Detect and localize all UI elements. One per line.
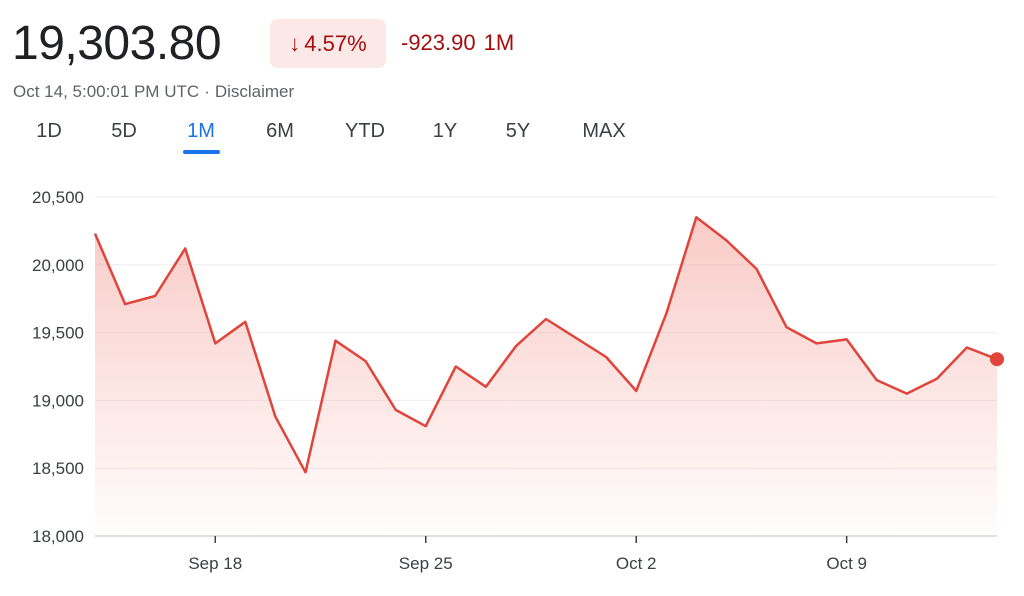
timestamp: Oct 14, 5:00:01 PM UTC [13, 82, 200, 101]
price-value: 19,303.80 [12, 17, 222, 70]
x-tick-label: Oct 9 [826, 554, 867, 573]
last-price-point[interactable] [990, 352, 1004, 367]
change-absolute: -923.90 [401, 30, 476, 55]
tab-ytd[interactable]: YTD [345, 120, 385, 142]
change-percent: 4.57% [304, 30, 367, 56]
tab-1y[interactable]: 1Y [432, 120, 458, 142]
disclaimer-link[interactable]: Disclaimer [214, 82, 295, 101]
tab-max[interactable]: MAX [582, 120, 626, 142]
price-line [93, 216, 998, 474]
active-tab-indicator [183, 150, 220, 154]
x-tick-label: Sep 25 [399, 554, 453, 573]
y-tick-label: 19,500 [32, 324, 84, 343]
y-tick-label: 20,500 [32, 188, 84, 207]
tab-1d[interactable]: 1D [36, 120, 62, 142]
price-chart[interactable]: 18,000 18,500 19,000 19,500 20,000 20,500 Sep… [0, 170, 1024, 590]
x-axis: Sep 18 Sep 25 Oct 2 Oct 9 [188, 536, 867, 573]
change-percent-badge: ↓ 4.57% [270, 19, 386, 68]
y-tick-label: 19,000 [32, 391, 84, 410]
tab-6m[interactable]: 6M [266, 120, 294, 142]
tab-1m[interactable]: 1M [187, 120, 215, 142]
arrow-down-icon: ↓ [289, 30, 301, 56]
y-tick-label: 20,000 [32, 256, 84, 275]
x-tick-label: Sep 18 [188, 554, 242, 573]
area-fill [95, 217, 997, 537]
tab-5d[interactable]: 5D [111, 120, 137, 142]
y-axis: 18,000 18,500 19,000 19,500 20,000 20,500 [32, 188, 84, 546]
tab-5y[interactable]: 5Y [505, 120, 531, 142]
x-tick-label: Oct 2 [616, 554, 657, 573]
change-absolute-group: -923.90 1M [401, 30, 514, 56]
quote-meta: Oct 14, 5:00:01 PM UTC · Disclaimer [13, 82, 294, 102]
range-tabs: 1D 5D 1M 6M YTD 1Y 5Y MAX [0, 120, 700, 156]
y-tick-label: 18,500 [32, 459, 84, 478]
meta-separator: · [204, 82, 210, 101]
change-period: 1M [483, 30, 515, 55]
y-tick-label: 18,000 [32, 527, 84, 546]
